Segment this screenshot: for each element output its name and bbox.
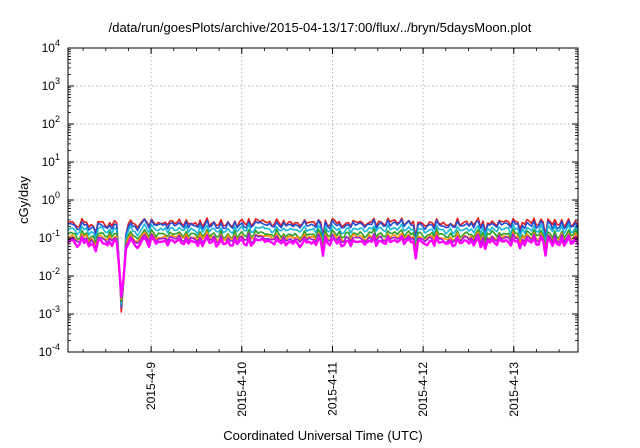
y-tick-label: 103: [42, 76, 60, 93]
y-tick-label: 10-3: [39, 304, 60, 321]
x-tick-label: 2015-4-10: [235, 362, 249, 417]
x-tick-label: 2015-4-11: [325, 362, 339, 416]
ticks: [68, 47, 578, 353]
y-tick-label: 102: [42, 114, 60, 131]
y-axis-label: cGy/day: [16, 176, 31, 224]
grid-lines: [68, 48, 578, 352]
x-tick-label: 2015-4-12: [416, 362, 430, 417]
series-line: [67, 235, 580, 298]
chart-title: /data/run/goesPlots/archive/2015-04-13/1…: [108, 20, 532, 35]
y-tick-label: 100: [42, 190, 60, 207]
x-tick-labels: 2015-4-9 2015-4-10 2015-4-11 2015-4-12 2015-…: [144, 362, 521, 417]
y-tick-label: 10-2: [39, 266, 60, 283]
y-tick-label: 10-1: [39, 228, 60, 245]
y-tick-label: 10-4: [39, 342, 60, 359]
x-tick-label: 2015-4-9: [144, 362, 158, 410]
series-lines: [67, 217, 580, 313]
x-axis-label: Coordinated Universal Time (UTC): [223, 428, 423, 443]
y-tick-label: 101: [42, 152, 60, 169]
x-tick-label: 2015-4-13: [507, 362, 521, 417]
y-tick-labels: 10-4 10-3 10-2 10-1 100 101 102 103 104: [39, 38, 60, 359]
y-tick-label: 104: [42, 38, 60, 55]
